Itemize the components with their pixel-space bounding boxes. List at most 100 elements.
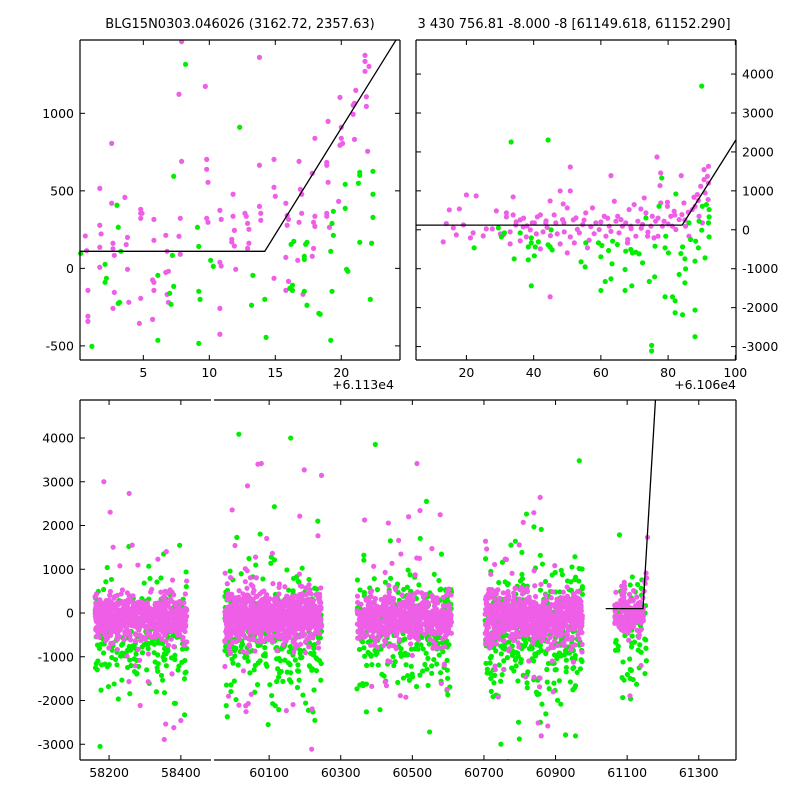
data-point-magenta (163, 232, 169, 238)
data-point-magenta (411, 591, 418, 597)
data-point-green (222, 647, 228, 654)
data-point-green (158, 672, 165, 679)
data-point-magenta (244, 585, 250, 591)
data-point-magenta (301, 467, 307, 473)
data-point-green (98, 687, 104, 693)
top-left-series-green (78, 61, 376, 349)
data-point-magenta (418, 604, 424, 610)
data-point-green (130, 643, 136, 649)
data-point-magenta (272, 601, 278, 607)
data-point-magenta (495, 606, 501, 613)
data-point-green (438, 551, 445, 557)
data-point-magenta (571, 624, 578, 631)
data-point-green (558, 567, 564, 573)
data-point-green (598, 254, 604, 260)
data-point-magenta (500, 601, 506, 607)
x-tick-label: 5 (139, 365, 147, 380)
data-point-magenta (544, 604, 550, 610)
data-point-magenta (99, 606, 105, 612)
data-point-green (381, 673, 387, 679)
data-point-magenta (160, 627, 166, 633)
data-point-magenta (151, 287, 157, 293)
data-point-green (228, 689, 234, 695)
data-point-magenta (204, 166, 210, 172)
data-point-magenta (611, 198, 617, 204)
data-point-magenta (225, 693, 232, 699)
data-point-green (133, 651, 139, 657)
data-point-green (391, 662, 397, 669)
data-point-magenta (120, 620, 126, 627)
data-point-green (102, 661, 108, 667)
data-point-magenta (396, 637, 402, 643)
data-point-green (642, 670, 648, 677)
data-point-green (582, 264, 588, 270)
data-point-magenta (172, 614, 178, 621)
data-point-green (285, 660, 292, 666)
data-point-magenta (368, 593, 374, 600)
data-point-magenta (641, 195, 647, 201)
data-point-green (632, 639, 638, 645)
data-point-magenta (108, 621, 115, 627)
data-point-green (706, 234, 712, 240)
data-point-magenta (358, 601, 364, 607)
data-point-magenta (309, 253, 315, 259)
data-point-magenta (561, 220, 567, 226)
data-point-magenta (204, 215, 210, 221)
data-point-magenta (163, 549, 169, 555)
data-point-magenta (181, 600, 187, 606)
data-point-magenta (243, 599, 249, 605)
data-point-magenta (533, 231, 539, 237)
data-point-magenta (270, 581, 276, 587)
data-point-magenta (396, 607, 402, 613)
data-point-magenta (182, 591, 188, 597)
data-point-green (525, 669, 531, 675)
top-right-title: 3 430 756.81 -8.000 -8 [61149.618, 61152… (417, 17, 731, 32)
data-point-magenta (295, 257, 301, 263)
data-point-green (154, 579, 160, 585)
data-point-magenta (366, 63, 372, 69)
data-point-magenta (620, 593, 626, 599)
data-point-magenta (626, 637, 632, 643)
data-point-green (267, 682, 273, 688)
data-point-magenta (531, 510, 537, 516)
data-point-magenta (110, 544, 116, 550)
data-point-green (682, 280, 688, 286)
data-point-magenta (509, 570, 515, 576)
data-point-green (405, 567, 411, 573)
data-point-magenta (470, 230, 476, 236)
data-point-magenta (238, 614, 244, 620)
data-point-green (299, 654, 305, 660)
data-point-green (302, 700, 309, 706)
data-point-magenta (616, 230, 622, 236)
data-point-magenta (109, 200, 115, 206)
data-point-magenta (218, 216, 224, 222)
data-point-magenta (312, 223, 318, 229)
data-point-green (98, 641, 104, 647)
data-point-magenta (122, 629, 128, 635)
data-point-magenta (537, 246, 543, 252)
data-point-green (488, 675, 494, 682)
data-point-green (572, 574, 579, 580)
data-point-magenta (615, 213, 621, 219)
data-point-green (377, 707, 383, 713)
data-point-magenta (285, 216, 292, 222)
data-point-green (272, 703, 278, 709)
data-point-magenta (151, 237, 157, 243)
data-point-magenta (579, 629, 585, 636)
data-point-magenta (115, 616, 122, 623)
data-point-green (295, 662, 301, 668)
data-point-magenta (520, 519, 526, 525)
data-point-magenta (270, 632, 277, 639)
data-point-magenta (491, 626, 497, 632)
data-point-magenta (168, 605, 174, 611)
data-point-green (181, 676, 188, 682)
data-point-green (496, 662, 502, 668)
top-right-x-offset: +6.106e4 (674, 377, 736, 392)
data-point-green (131, 656, 137, 662)
data-point-green (304, 302, 310, 308)
data-point-green (128, 662, 134, 669)
data-point-magenta (242, 604, 248, 610)
data-point-green (373, 651, 379, 658)
data-point-green (271, 557, 278, 563)
data-point-magenta (543, 220, 549, 226)
